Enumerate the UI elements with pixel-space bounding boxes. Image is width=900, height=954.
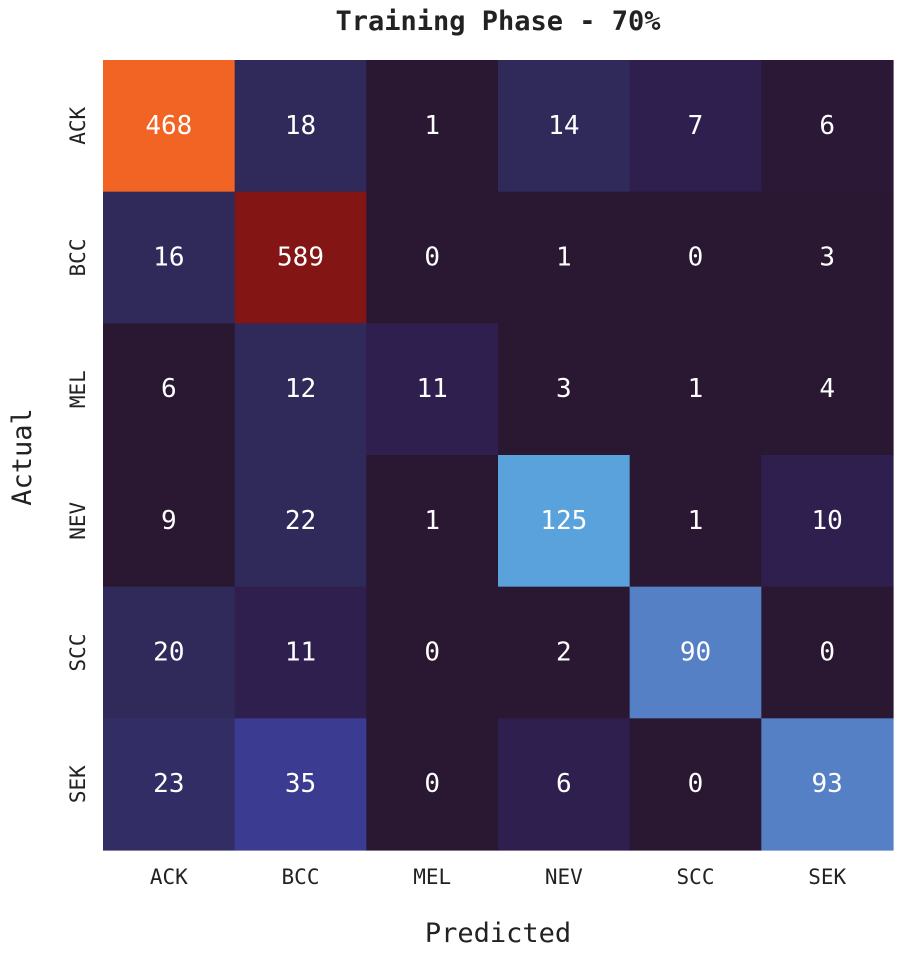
heatmap-cell-ack-sek	[761, 60, 894, 193]
heatmap-cell-bcc-bcc	[234, 191, 367, 324]
cell-value-nev-nev: 125	[540, 506, 587, 536]
heatmap-cell-nev-sek	[761, 455, 894, 588]
heatmap-cell-mel-scc	[629, 323, 762, 456]
heatmap-cell-sek-scc	[629, 718, 762, 851]
heatmap-cell-nev-bcc	[234, 455, 367, 588]
cell-value-mel-nev: 3	[556, 374, 572, 404]
x-tick-label-mel: MEL	[413, 865, 451, 889]
heatmap-cell-bcc-ack	[103, 191, 236, 324]
chart-title: Training Phase - 70%	[335, 6, 661, 37]
cell-value-mel-bcc: 12	[285, 374, 316, 404]
heatmap-cell-nev-scc	[629, 455, 762, 588]
heatmap-cell-bcc-scc	[629, 191, 762, 324]
cell-value-ack-bcc: 18	[285, 111, 316, 141]
cell-value-nev-mel: 1	[424, 506, 440, 536]
cell-value-bcc-scc: 0	[688, 243, 704, 273]
cell-value-sek-bcc: 35	[285, 769, 316, 799]
heatmap-cell-scc-bcc	[234, 586, 367, 719]
cell-value-bcc-bcc: 589	[277, 243, 324, 273]
cell-value-ack-mel: 1	[424, 111, 440, 141]
x-tick-label-scc: SCC	[677, 865, 715, 889]
cell-value-sek-nev: 6	[556, 769, 572, 799]
cell-value-scc-bcc: 11	[285, 638, 316, 668]
heatmap-cell-mel-nev	[498, 323, 631, 456]
y-tick-label-ack: ACK	[66, 107, 90, 145]
cell-value-mel-ack: 6	[161, 374, 177, 404]
heatmap-cell-ack-ack	[103, 60, 236, 193]
heatmap-cell-ack-nev	[498, 60, 631, 193]
cell-value-scc-sek: 0	[819, 638, 835, 668]
cell-value-scc-nev: 2	[556, 638, 572, 668]
x-axis-ticks: ACK BCC MEL NEV SCC SEK	[150, 865, 847, 889]
cell-value-nev-scc: 1	[688, 506, 704, 536]
heatmap-cell-mel-bcc	[234, 323, 367, 456]
heatmap-cell-scc-mel	[366, 586, 499, 719]
heatmap-cell-bcc-nev	[498, 191, 631, 324]
heatmap-cell-bcc-sek	[761, 191, 894, 324]
cell-value-ack-scc: 7	[688, 111, 704, 141]
y-axis-ticks: ACK BCC MEL NEV SCC SEK	[66, 107, 90, 804]
heatmap-cell-sek-sek	[761, 718, 894, 851]
heatmap-cell-ack-mel	[366, 60, 499, 193]
cell-value-mel-mel: 11	[417, 374, 448, 404]
y-tick-label-bcc: BCC	[66, 239, 90, 277]
heatmap-cell-sek-nev	[498, 718, 631, 851]
y-tick-label-mel: MEL	[66, 370, 90, 408]
x-axis-label: Predicted	[425, 918, 571, 949]
y-tick-label-scc: SCC	[66, 634, 90, 672]
cell-value-bcc-ack: 16	[153, 243, 184, 273]
heatmap-cell-mel-ack	[103, 323, 236, 456]
heatmap-cell-nev-ack	[103, 455, 236, 588]
cell-value-bcc-sek: 3	[819, 243, 835, 273]
heatmap-cell-mel-mel	[366, 323, 499, 456]
cell-value-mel-scc: 1	[688, 374, 704, 404]
cell-value-bcc-mel: 0	[424, 243, 440, 273]
heatmap-cell-bcc-mel	[366, 191, 499, 324]
heatmap-cells	[103, 60, 894, 851]
cell-value-sek-ack: 23	[153, 769, 184, 799]
heatmap-cell-scc-ack	[103, 586, 236, 719]
heatmap-cell-scc-scc	[629, 586, 762, 719]
cell-value-scc-ack: 20	[153, 638, 184, 668]
x-tick-label-sek: SEK	[808, 865, 846, 889]
heatmap-cell-scc-sek	[761, 586, 894, 719]
cell-value-sek-scc: 0	[688, 769, 704, 799]
cell-value-sek-mel: 0	[424, 769, 440, 799]
cell-value-nev-bcc: 22	[285, 506, 316, 536]
y-axis-label: Actual	[7, 408, 38, 506]
heatmap-cell-mel-sek	[761, 323, 894, 456]
cell-value-nev-sek: 10	[812, 506, 843, 536]
x-tick-label-ack: ACK	[150, 865, 188, 889]
cell-value-mel-sek: 4	[819, 374, 835, 404]
cell-value-scc-mel: 0	[424, 638, 440, 668]
heatmap-cell-nev-nev	[498, 455, 631, 588]
cell-value-ack-nev: 14	[548, 111, 579, 141]
heatmap-cell-ack-scc	[629, 60, 762, 193]
y-tick-label-sek: SEK	[66, 765, 90, 803]
cell-value-bcc-nev: 1	[556, 243, 572, 273]
cell-value-ack-sek: 6	[819, 111, 835, 141]
heatmap-cell-nev-mel	[366, 455, 499, 588]
cell-value-nev-ack: 9	[161, 506, 177, 536]
heatmap-cell-sek-ack	[103, 718, 236, 851]
cell-value-scc-scc: 90	[680, 638, 711, 668]
heatmap-cell-scc-nev	[498, 586, 631, 719]
cell-value-sek-sek: 93	[812, 769, 843, 799]
cell-value-ack-ack: 468	[145, 111, 192, 141]
y-tick-label-nev: NEV	[66, 502, 90, 540]
heatmap-cell-ack-bcc	[234, 60, 367, 193]
heatmap-cell-sek-mel	[366, 718, 499, 851]
heatmap-cell-sek-bcc	[234, 718, 367, 851]
x-tick-label-nev: NEV	[545, 865, 583, 889]
x-tick-label-bcc: BCC	[282, 865, 320, 889]
